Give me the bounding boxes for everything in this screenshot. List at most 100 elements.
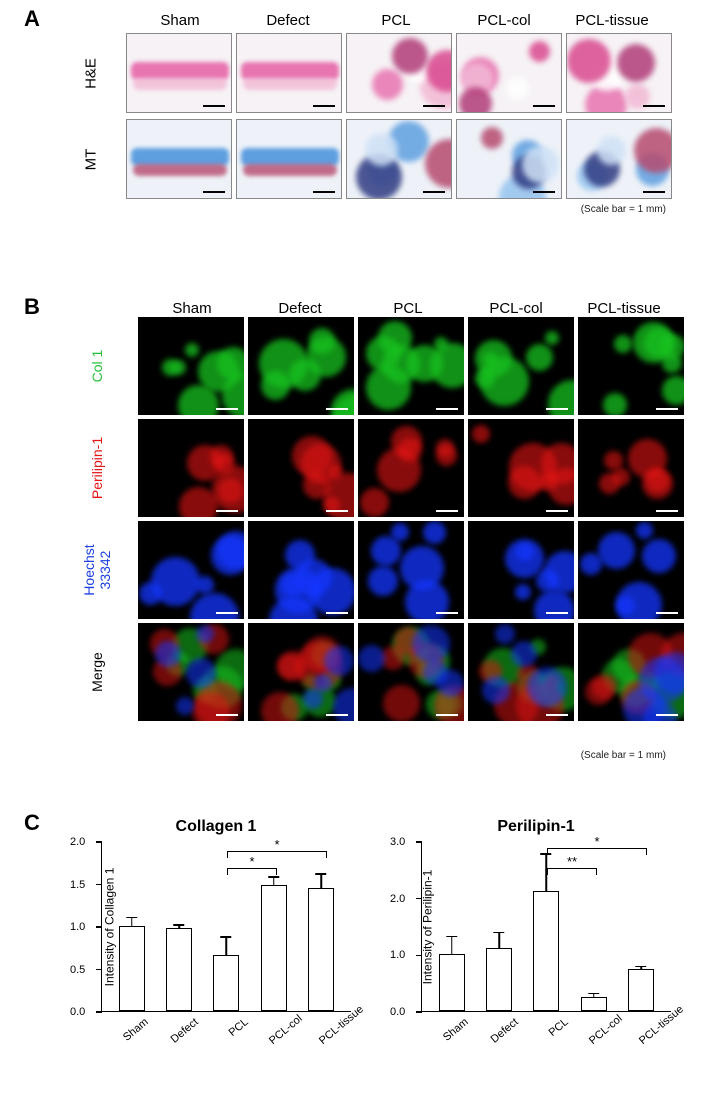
- bar: [581, 997, 607, 1011]
- col-header: Sham: [138, 300, 246, 317]
- histology-tile: [566, 119, 672, 199]
- scale-bar: [643, 105, 665, 107]
- scale-bar: [216, 612, 238, 614]
- fluorescence-tile: [248, 623, 354, 721]
- scale-bar: [326, 714, 348, 716]
- fluorescence-tile: [248, 521, 354, 619]
- y-tick-label: 0.5: [70, 964, 85, 976]
- col-header: PCL-tissue: [558, 12, 666, 29]
- fluorescence-tile: [358, 623, 464, 721]
- panel-label-b: B: [24, 294, 40, 320]
- scale-bar: [423, 191, 445, 193]
- significance-stars: **: [567, 854, 577, 869]
- chart-perilipin: Perilipin-1 Intensity of Perilipin-1 0.0…: [401, 818, 671, 1028]
- histology-tile: [566, 33, 672, 113]
- row-label: Merge: [89, 631, 105, 713]
- scale-bar: [533, 105, 555, 107]
- scale-bar: [656, 714, 678, 716]
- bar: [166, 928, 192, 1011]
- x-ticks: ShamDefectPCLPCL-colPCL-tissue: [101, 1016, 351, 1028]
- scale-bar: [423, 105, 445, 107]
- panel-a: ShamDefectPCLPCL-colPCL-tissue H&EMT (Sc…: [56, 12, 696, 205]
- col-header: PCL-col: [450, 12, 558, 29]
- error-bar: [273, 876, 275, 886]
- chart-collagen: Collagen 1 Intensity of Collagen 1 0.00.…: [81, 818, 351, 1028]
- scale-bar: [436, 612, 458, 614]
- y-tick-label: 0.0: [390, 1006, 405, 1018]
- fluorescence-tile: [468, 317, 574, 415]
- chart-title: Perilipin-1: [401, 818, 671, 836]
- histology-tile: [456, 119, 562, 199]
- scale-bar: [216, 510, 238, 512]
- x-tick-label: Sham: [437, 1016, 471, 1047]
- y-tick-label: 2.0: [390, 893, 405, 905]
- scale-bar: [436, 510, 458, 512]
- fluorescence-tile: [468, 623, 574, 721]
- y-tick: [96, 841, 102, 843]
- fluorescence-tile: [358, 317, 464, 415]
- fluorescence-tile: [138, 317, 244, 415]
- scale-bar: [216, 714, 238, 716]
- scale-bar: [313, 191, 335, 193]
- error-bar: [321, 873, 323, 888]
- histology-tile: [346, 33, 452, 113]
- bar: [628, 969, 654, 1012]
- error-bar: [641, 966, 643, 970]
- y-tick: [416, 955, 422, 957]
- scale-bar: [436, 714, 458, 716]
- y-tick: [96, 969, 102, 971]
- col-header: PCL-col: [462, 300, 570, 317]
- scale-bar: [326, 408, 348, 410]
- panel-c: Collagen 1 Intensity of Collagen 1 0.00.…: [56, 818, 696, 1028]
- significance-stars: *: [274, 837, 279, 852]
- error-bar: [451, 936, 453, 956]
- significance-stars: *: [594, 834, 599, 849]
- row-label: Perilipin-1: [89, 427, 105, 509]
- panel-b-row: Merge: [56, 623, 696, 721]
- panel-b: ShamDefectPCLPCL-colPCL-tissue Col 1 Peri…: [56, 300, 696, 725]
- error-bar: [178, 924, 180, 928]
- x-tick-label: Sham: [117, 1016, 151, 1047]
- fluorescence-tile: [578, 419, 684, 517]
- scale-bar: [546, 408, 568, 410]
- y-tick-label: 1.5: [70, 879, 85, 891]
- x-tick-label: PCL-tissue: [317, 1016, 351, 1047]
- fluorescence-tile: [578, 623, 684, 721]
- histology-tile: [126, 33, 232, 113]
- error-bar: [131, 917, 133, 927]
- panel-a-row: MT: [56, 119, 696, 199]
- panel-b-row: Hoechst33342: [56, 521, 696, 619]
- x-tick-label: Defect: [487, 1016, 521, 1047]
- fluorescence-tile: [138, 419, 244, 517]
- bar: [308, 888, 334, 1011]
- error-bar: [498, 932, 500, 949]
- fluorescence-tile: [578, 521, 684, 619]
- fluorescence-tile: [138, 623, 244, 721]
- scale-bar: [313, 105, 335, 107]
- panel-a-col-headers: ShamDefectPCLPCL-colPCL-tissue: [126, 12, 696, 29]
- scale-bar: [216, 408, 238, 410]
- bar: [213, 955, 239, 1011]
- x-tick-label: PCL: [217, 1016, 251, 1047]
- col-header: PCL-tissue: [570, 300, 678, 317]
- y-tick-label: 1.0: [390, 949, 405, 961]
- scale-bar: [546, 612, 568, 614]
- bar: [119, 926, 145, 1011]
- error-bar: [593, 993, 595, 999]
- scale-bar: [656, 510, 678, 512]
- scale-bar: [203, 105, 225, 107]
- fluorescence-tile: [468, 419, 574, 517]
- y-tick: [96, 884, 102, 886]
- x-tick-label: PCL-col: [267, 1016, 301, 1047]
- fluorescence-tile: [248, 419, 354, 517]
- fluorescence-tile: [358, 419, 464, 517]
- panel-b-col-headers: ShamDefectPCLPCL-colPCL-tissue: [138, 300, 696, 317]
- panel-label-c: C: [24, 810, 40, 836]
- x-tick-label: PCL-tissue: [637, 1016, 671, 1047]
- row-label: H&E: [83, 38, 100, 108]
- scale-note-b: (Scale bar = 1 mm): [581, 750, 666, 761]
- row-label: MT: [83, 124, 100, 194]
- fluorescence-tile: [248, 317, 354, 415]
- y-tick: [96, 1011, 102, 1013]
- panel-b-row: Col 1: [56, 317, 696, 415]
